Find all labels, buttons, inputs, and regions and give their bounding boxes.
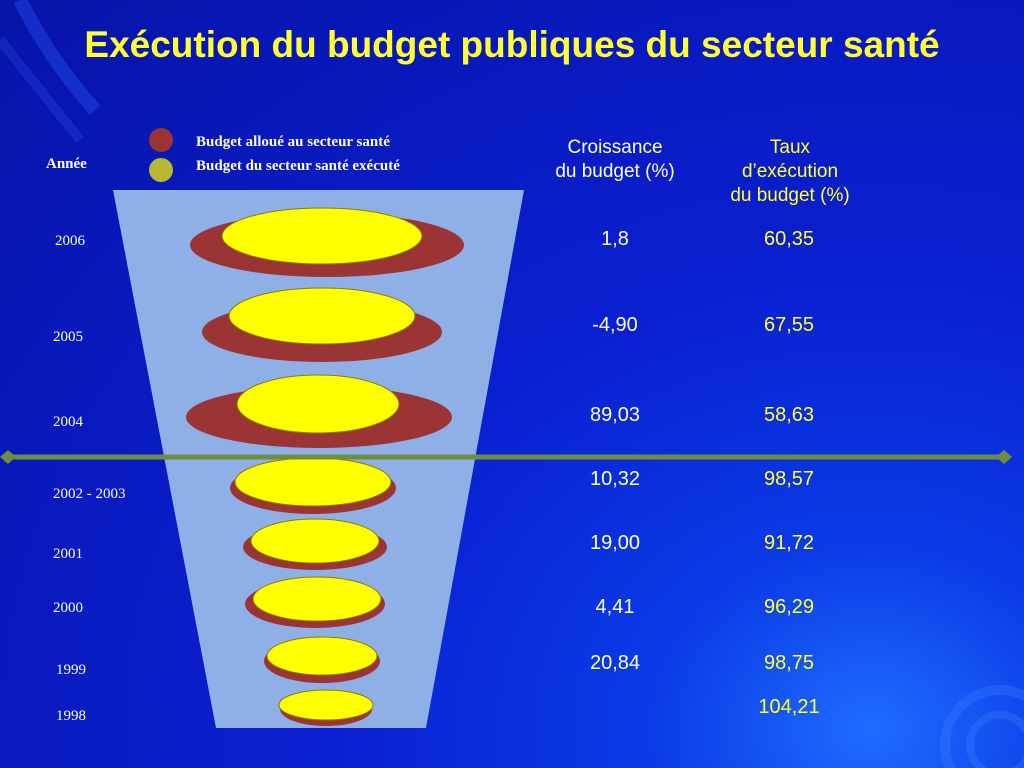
rate-column-header: Taux d’exécution du budget (%) [700, 136, 880, 208]
rate-value-2006: 60,35 [763, 228, 815, 250]
year-column-header: Année [46, 156, 87, 172]
rate-header-line1: Taux [769, 137, 811, 158]
rate-value-1999: 98,75 [763, 652, 815, 674]
rate-value-2000: 96,29 [763, 596, 815, 618]
growth-header-line1: Croissance [567, 137, 663, 158]
year-label-2006: 2006 [55, 233, 85, 249]
rate-value-2002-2003: 98,57 [763, 468, 815, 490]
year-label-1998: 1998 [56, 708, 86, 724]
legend-allocated-label: Budget alloué au secteur santé [196, 134, 390, 150]
growth-value-2004: 89,03 [589, 404, 641, 426]
rate-header-line3: du budget (%) [730, 185, 850, 206]
year-label-2000: 2000 [53, 600, 83, 616]
executed-ellipse-2006 [221, 207, 423, 265]
growth-value-2005: -4,90 [592, 314, 638, 336]
growth-column-header: Croissance du budget (%) [530, 136, 700, 184]
year-label-2002-2003: 2002 - 2003 [53, 486, 126, 502]
growth-header-line2: du budget (%) [555, 161, 675, 182]
executed-ellipse-2001 [250, 518, 380, 564]
growth-value-2001: 19,00 [589, 532, 641, 554]
legend-executed-dot [149, 158, 173, 182]
rate-value-2005: 67,55 [763, 314, 815, 336]
executed-ellipse-2002-2003 [234, 457, 392, 507]
legend-allocated-dot [149, 128, 173, 152]
legend-executed-label: Budget du secteur santé exécuté [196, 158, 400, 174]
rate-value-2001: 91,72 [763, 532, 815, 554]
executed-ellipse-1998 [278, 689, 374, 721]
year-label-2004: 2004 [53, 414, 83, 430]
rate-value-1998: 104,21 [758, 696, 820, 718]
divider-right-diamond [996, 450, 1012, 464]
growth-value-2002-2003: 10,32 [589, 468, 641, 490]
page-title: Exécution du budget publiques du secteur… [84, 24, 940, 65]
executed-ellipse-2004 [236, 374, 400, 434]
year-label-2005: 2005 [53, 329, 83, 345]
growth-value-2000: 4,41 [595, 596, 635, 618]
year-label-1999: 1999 [56, 662, 86, 678]
year-label-2001: 2001 [53, 546, 83, 562]
executed-ellipse-1999 [266, 636, 378, 676]
divider-left-diamond [0, 450, 16, 464]
growth-value-2006: 1,8 [601, 228, 629, 250]
rate-header-line2: d’exécution [741, 161, 839, 182]
rate-value-2004: 58,63 [763, 404, 815, 426]
executed-ellipse-2000 [252, 576, 382, 622]
growth-value-1999: 20,84 [589, 652, 641, 674]
executed-ellipse-2005 [228, 287, 416, 345]
